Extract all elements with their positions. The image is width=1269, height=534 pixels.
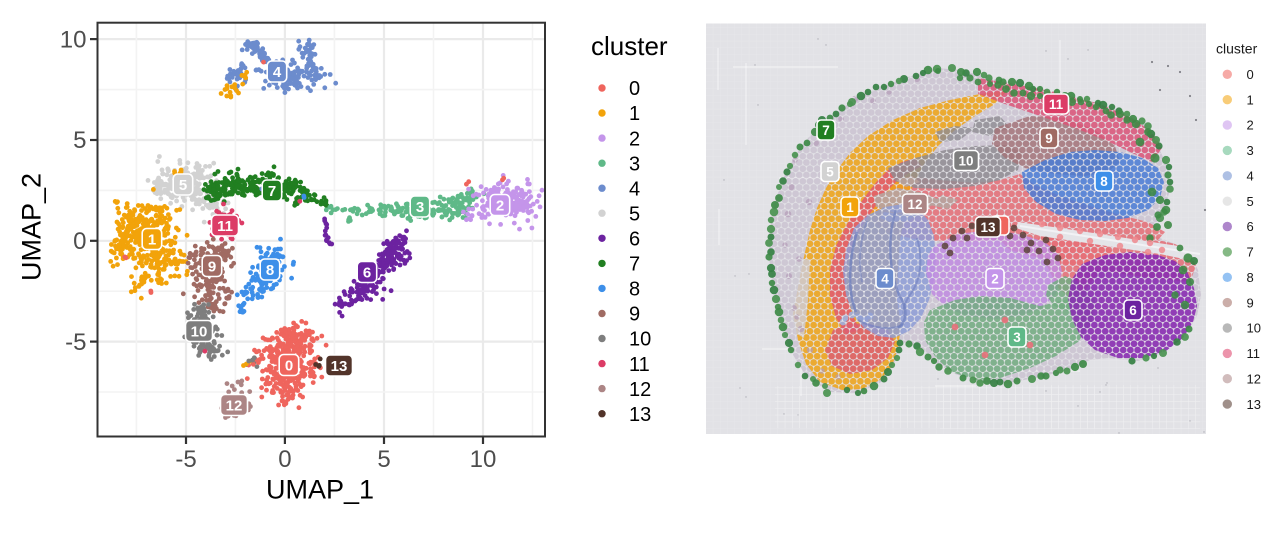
svg-text:9: 9 [208,258,216,275]
svg-text:5: 5 [629,203,640,225]
svg-text:1: 1 [148,231,156,248]
svg-text:13: 13 [331,358,348,375]
svg-text:0: 0 [629,78,640,100]
svg-text:cluster: cluster [1216,41,1258,57]
svg-text:UMAP_2: UMAP_2 [17,173,47,281]
svg-text:4: 4 [273,64,282,81]
svg-text:9: 9 [1045,131,1053,146]
svg-text:5: 5 [377,446,390,473]
svg-text:8: 8 [1247,270,1254,285]
svg-text:0: 0 [73,228,86,255]
svg-text:6: 6 [629,229,640,251]
svg-text:6: 6 [1129,303,1137,318]
svg-text:0: 0 [278,446,291,473]
svg-text:7: 7 [822,123,830,138]
svg-text:7: 7 [1247,245,1254,260]
svg-text:3: 3 [1247,143,1254,158]
svg-text:1: 1 [846,200,854,215]
svg-text:5: 5 [179,177,187,194]
svg-text:10: 10 [470,446,497,473]
svg-text:1: 1 [1247,92,1254,107]
svg-text:3: 3 [416,199,424,216]
svg-text:9: 9 [1247,295,1254,310]
svg-text:5: 5 [1247,194,1254,209]
svg-text:2: 2 [496,197,504,214]
svg-text:-5: -5 [65,329,86,356]
svg-text:11: 11 [1049,97,1064,112]
svg-text:2: 2 [629,128,640,150]
svg-text:10: 10 [60,26,87,53]
svg-text:13: 13 [629,404,651,426]
svg-text:4: 4 [881,271,889,286]
svg-text:2: 2 [1247,118,1254,133]
svg-text:1: 1 [629,103,640,125]
svg-text:12: 12 [1247,371,1261,386]
svg-text:13: 13 [1247,397,1261,412]
svg-text:5: 5 [826,164,834,179]
svg-text:0: 0 [1247,67,1254,82]
svg-text:9: 9 [629,304,640,326]
svg-text:8: 8 [1100,174,1108,189]
svg-text:10: 10 [629,329,651,351]
svg-text:-5: -5 [175,446,196,473]
svg-text:12: 12 [629,379,651,401]
svg-text:8: 8 [629,279,640,301]
svg-text:12: 12 [907,197,922,212]
svg-text:4: 4 [1247,169,1254,184]
svg-text:5: 5 [73,127,86,154]
svg-text:13: 13 [980,220,996,235]
svg-text:3: 3 [629,153,640,175]
svg-text:4: 4 [629,178,640,200]
svg-text:10: 10 [1247,321,1261,336]
svg-text:7: 7 [629,254,640,276]
svg-text:2: 2 [991,271,999,286]
svg-text:0: 0 [285,357,293,374]
svg-text:6: 6 [1247,219,1254,234]
svg-text:8: 8 [266,262,274,279]
svg-text:6: 6 [363,264,371,281]
svg-text:3: 3 [1013,330,1021,345]
svg-text:10: 10 [191,323,208,340]
svg-text:12: 12 [226,397,243,414]
svg-text:11: 11 [217,218,233,235]
svg-text:11: 11 [629,354,650,376]
svg-text:7: 7 [268,183,276,200]
svg-text:10: 10 [958,153,973,168]
svg-text:UMAP_1: UMAP_1 [266,474,374,504]
svg-text:11: 11 [1247,346,1261,361]
svg-text:cluster: cluster [591,31,668,61]
